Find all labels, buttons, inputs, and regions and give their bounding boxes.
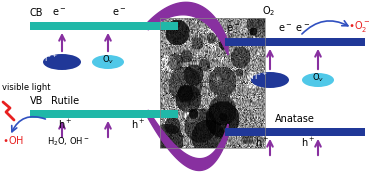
- Text: $\bullet$OH: $\bullet$OH: [2, 134, 24, 146]
- Bar: [225, 38, 365, 46]
- Ellipse shape: [302, 73, 334, 87]
- Text: Ti$^{3+}$: Ti$^{3+}$: [249, 70, 267, 82]
- Ellipse shape: [92, 55, 124, 69]
- Text: h$^+$: h$^+$: [255, 136, 269, 149]
- Ellipse shape: [43, 54, 81, 70]
- Text: H$_2$O, OH$^-$: H$_2$O, OH$^-$: [46, 135, 89, 148]
- Polygon shape: [148, 2, 228, 55]
- Text: e$^-$: e$^-$: [112, 7, 126, 18]
- Text: h$^+$: h$^+$: [131, 118, 145, 131]
- Text: e$^-$: e$^-$: [52, 7, 67, 18]
- Bar: [30, 22, 178, 30]
- Text: Anatase: Anatase: [275, 114, 315, 124]
- Text: Rutile: Rutile: [51, 96, 79, 106]
- Text: Ti$^{3+}$: Ti$^{3+}$: [39, 52, 57, 64]
- Polygon shape: [148, 110, 228, 170]
- Text: O$_2$: O$_2$: [262, 4, 275, 18]
- Ellipse shape: [251, 72, 289, 88]
- Text: O$_v$: O$_v$: [312, 72, 324, 84]
- Text: h$^+$: h$^+$: [301, 136, 315, 149]
- Text: h$^+$: h$^+$: [58, 118, 72, 131]
- Bar: [30, 110, 178, 118]
- Bar: [225, 128, 365, 136]
- Text: e$^-$ e$^-$: e$^-$ e$^-$: [278, 23, 310, 34]
- Text: VB: VB: [30, 96, 43, 106]
- Text: e$^-$: e$^-$: [226, 23, 240, 34]
- Bar: [160, 18, 265, 148]
- Text: O$_v$: O$_v$: [102, 54, 114, 66]
- Text: CB: CB: [30, 8, 43, 18]
- Text: $\bullet$O$_2^-$: $\bullet$O$_2^-$: [348, 19, 370, 34]
- Text: visible light: visible light: [2, 84, 51, 93]
